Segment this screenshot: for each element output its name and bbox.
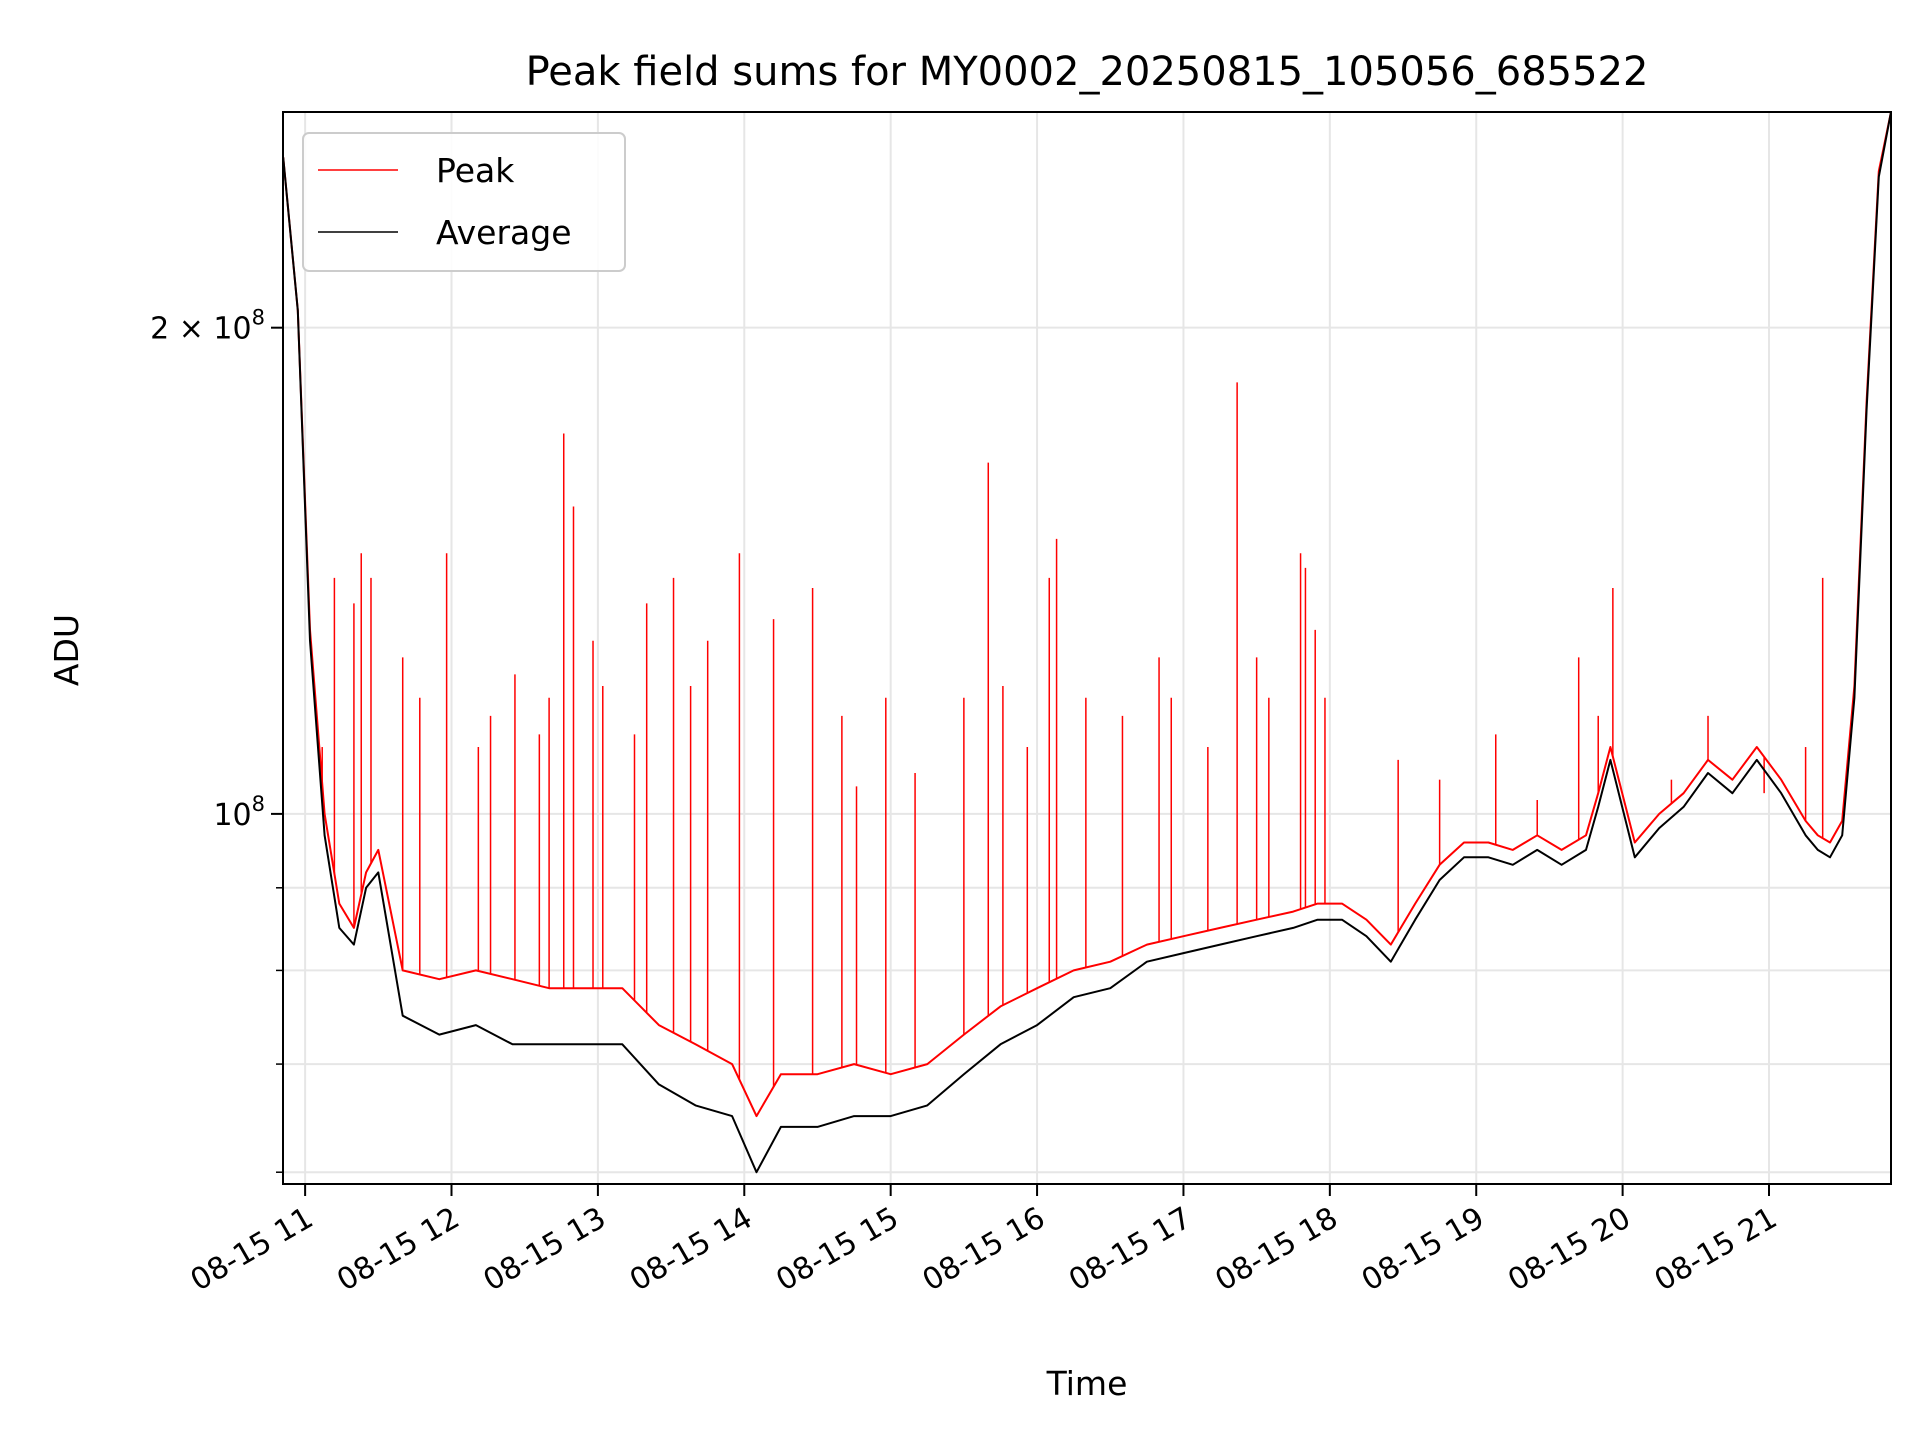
series-peak-line — [283, 112, 1891, 1118]
legend-frame — [302, 132, 626, 272]
legend-peak-label: Peak — [436, 151, 515, 190]
plot-frame — [282, 111, 1892, 1185]
y-axis: 108 2 × 108 — [150, 306, 283, 1173]
legend: Peak Average — [302, 132, 626, 272]
y-tick-label: 2 × 108 — [150, 306, 265, 347]
grid-layer — [283, 112, 1891, 1184]
chart-title: Peak field sums for MY0002_20250815_1050… — [526, 49, 1649, 95]
series-layer — [283, 112, 1891, 1174]
x-axis-label: Time — [1046, 1364, 1128, 1403]
plot-area — [283, 112, 1891, 1174]
series-average-line — [283, 112, 1891, 1174]
y-axis-label: ADU — [47, 614, 86, 686]
y-tick-label: 108 — [213, 792, 265, 833]
legend-average-label: Average — [436, 213, 572, 252]
